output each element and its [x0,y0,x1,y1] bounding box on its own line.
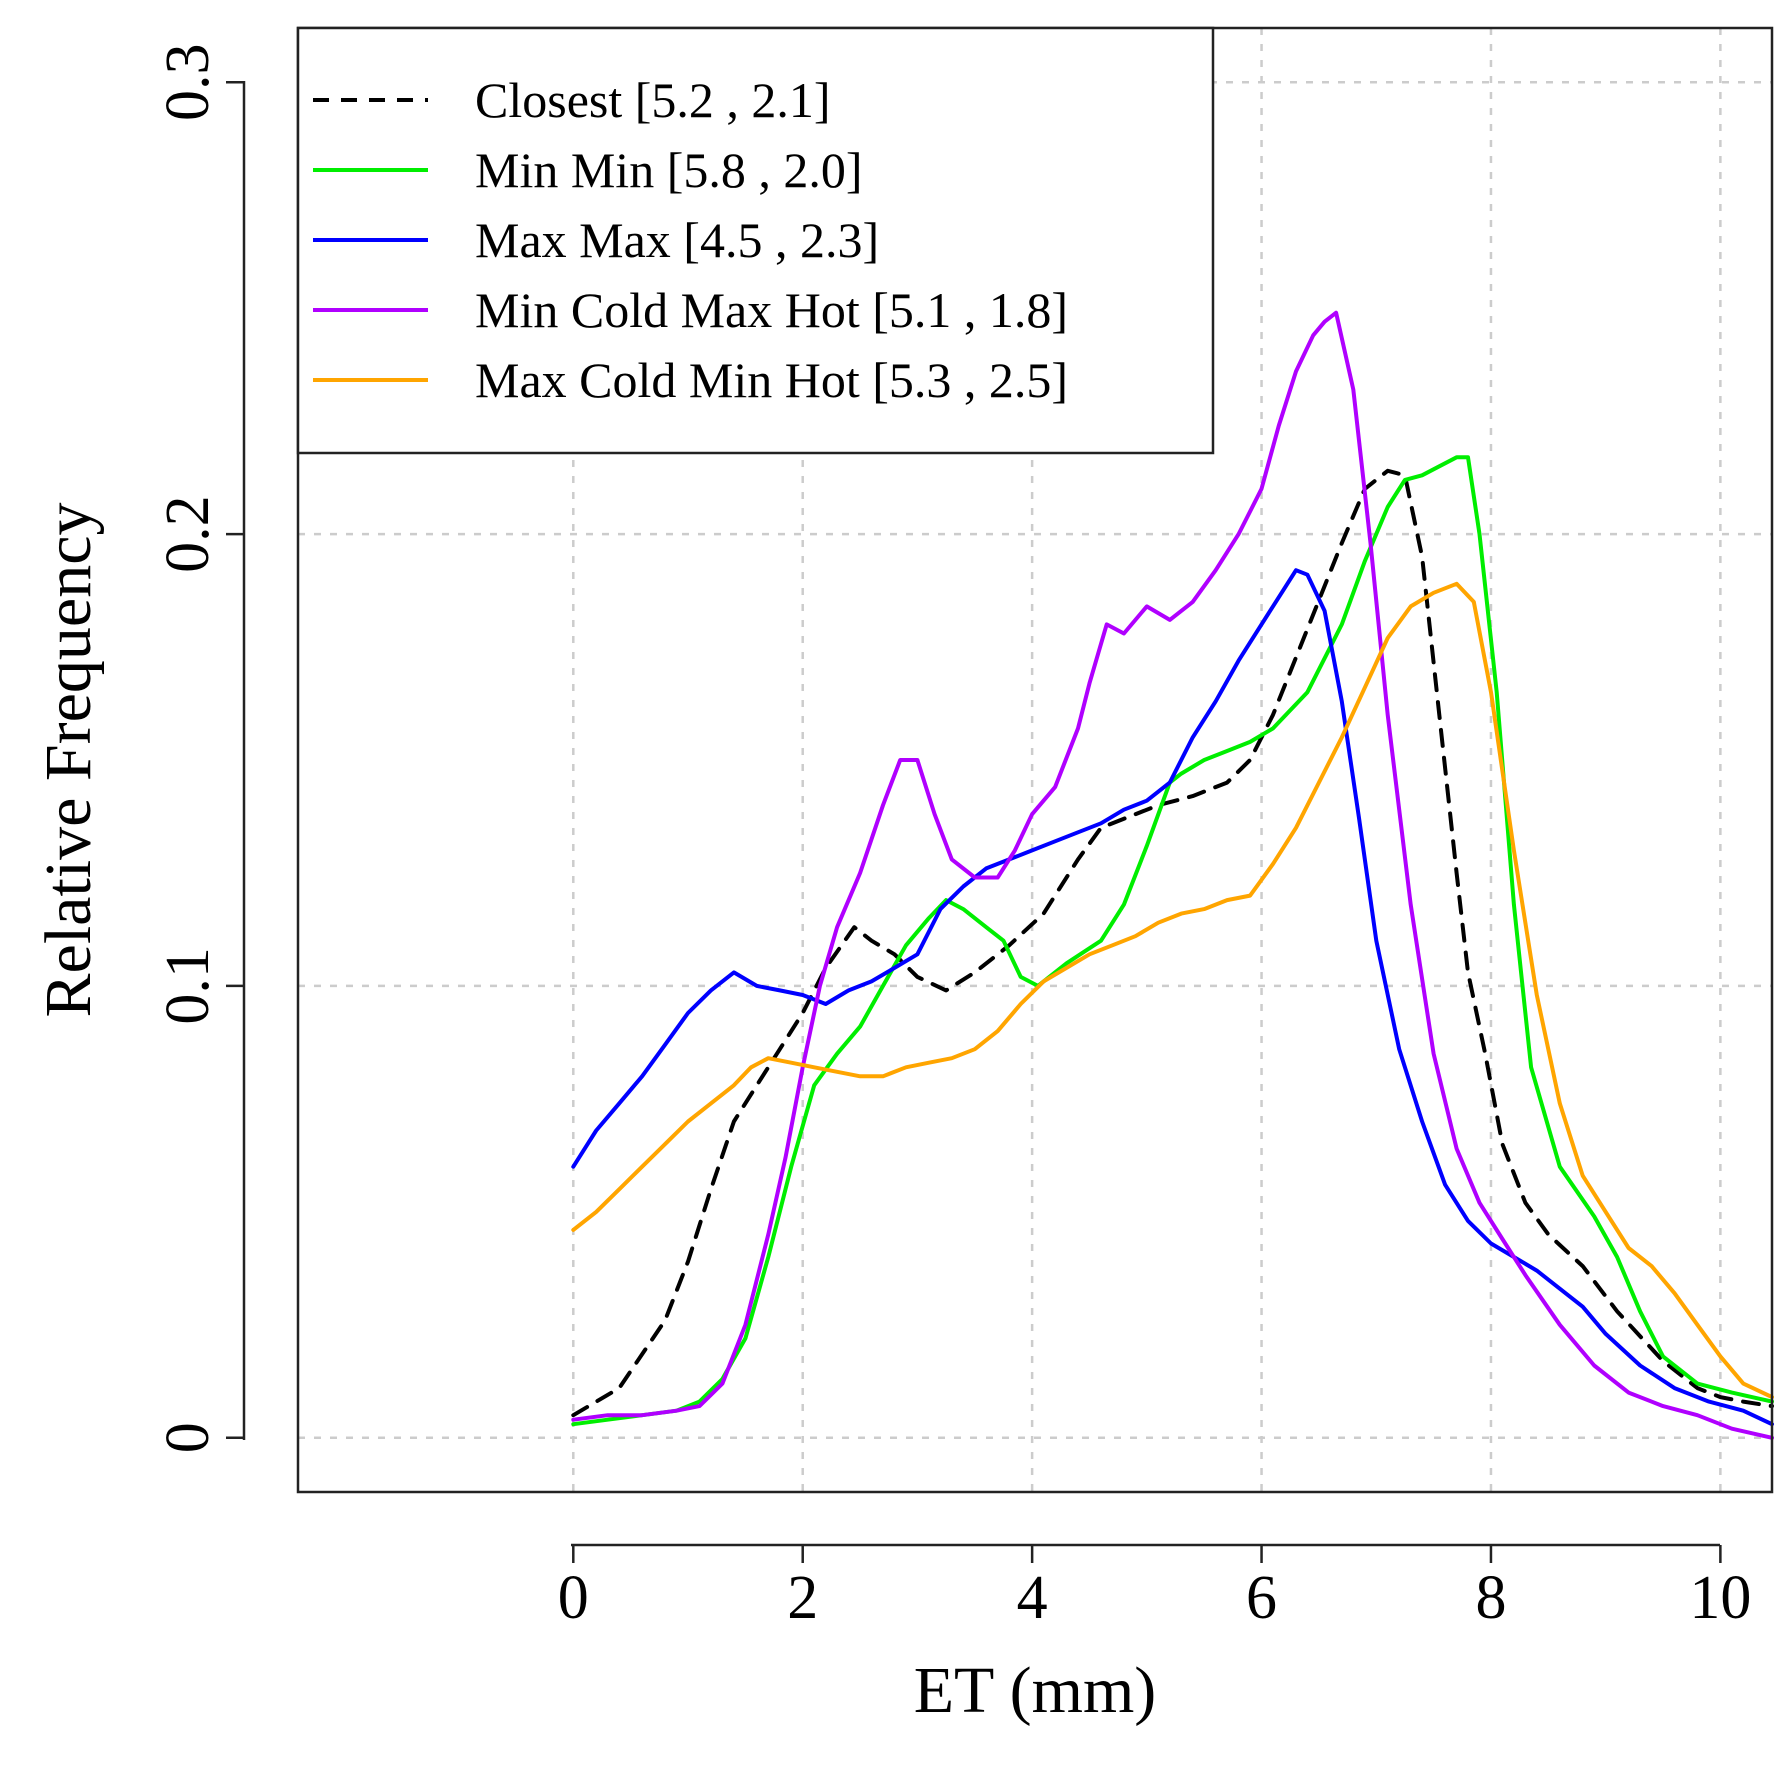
legend-label-1: Closest [5.2 , 2.1] [475,72,831,128]
x-tick-label: 10 [1689,1564,1751,1632]
y-axis-title: Relative Frequency [32,503,105,1018]
series-layer [571,310,1774,1440]
x-axis: 0 2 4 6 8 10 [558,1543,1751,1632]
series-line-5 [571,581,1774,1400]
legend-box [296,26,1215,455]
legend-label-2: Min Min [5.8 , 2.0] [475,142,863,198]
series-line-1 [571,468,1774,1418]
x-tick-label: 8 [1475,1564,1506,1632]
legend-label-5: Max Cold Min Hot [5.3 , 2.5] [475,352,1068,408]
series-line-2 [571,455,1774,1427]
y-tick-label: 0.2 [154,495,222,573]
x-tick-label: 6 [1246,1564,1277,1632]
x-tick-label: 0 [558,1564,589,1632]
y-tick-label: 0.1 [154,947,222,1025]
series-line-4 [571,310,1774,1440]
x-axis-title: ET (mm) [914,1654,1157,1727]
y-tick-label: 0.3 [154,43,222,121]
y-tick-label: 0 [154,1422,222,1453]
legend-label-3: Max Max [4.5 , 2.3] [475,212,879,268]
x-tick-label: 2 [787,1564,818,1632]
x-tick-label: 4 [1017,1564,1048,1632]
y-axis: 0 0.1 0.2 0.3 [154,43,246,1453]
legend: Closest [5.2 , 2.1] Min Min [5.8 , 2.0] Ma… [296,26,1215,455]
legend-label-4: Min Cold Max Hot [5.1 , 1.8] [475,282,1068,338]
series-line-3 [571,568,1774,1427]
